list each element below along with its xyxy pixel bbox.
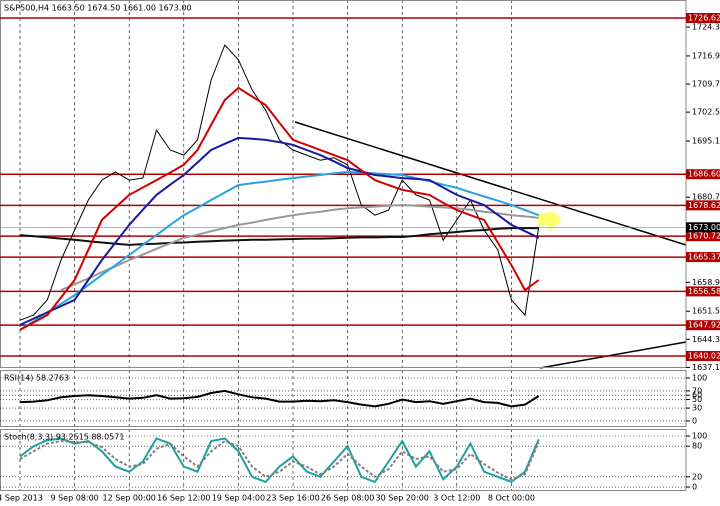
y-tick-label: 1644.30 — [692, 335, 720, 344]
y-tick-label: 1651.50 — [692, 307, 720, 316]
x-tick-label: 26 Sep 08:00 — [321, 494, 374, 503]
y-tick-label: 1702.50 — [692, 108, 720, 117]
panel-title: S&P500,H4 1663.50 1674.50 1661.00 1673.0… — [4, 4, 192, 13]
panel-title: Stoch(8,3,3) 93.2515 88.0571 — [4, 433, 124, 442]
y-tick-label: 50 — [692, 395, 702, 404]
x-tick-label: 23 Sep 16:00 — [266, 494, 319, 503]
panel-border — [0, 370, 687, 427]
x-tick-label: 12 Sep 00:00 — [102, 494, 155, 503]
y-tick-label: 1695.10 — [692, 137, 720, 146]
level-label: 1665.37 — [688, 253, 720, 262]
trend-line — [294, 121, 687, 246]
series-line — [19, 389, 540, 408]
y-tick-label: 0 — [692, 483, 697, 492]
y-tick-label: 30 — [692, 404, 702, 413]
x-tick-label: 3 Oct 12:00 — [433, 494, 480, 503]
panel-border — [0, 429, 687, 491]
series-line — [19, 44, 540, 321]
level-label-box — [686, 12, 720, 23]
y-tick-label: 1680.70 — [692, 193, 720, 202]
x-tick-label: 9 Sep 08:00 — [50, 494, 98, 503]
y-tick-label: 80 — [692, 442, 702, 451]
y-tick-label: 1709.70 — [692, 80, 720, 89]
y-tick-label: 0 — [692, 416, 697, 425]
x-tick-label: 4 Sep 2013 — [0, 494, 43, 503]
y-tick-label: 20 — [692, 472, 702, 481]
x-tick-label: 16 Sep 12:00 — [157, 494, 210, 503]
panel-border — [0, 0, 687, 368]
level-label-box — [686, 200, 720, 211]
y-tick-label: 100 — [692, 373, 707, 382]
y-tick-label: 1658.90 — [692, 278, 720, 287]
x-tick-label: 8 Oct 00:00 — [488, 494, 535, 503]
level-label: 1656.58 — [688, 287, 720, 296]
level-label-box — [686, 320, 720, 331]
y-tick-label: 70 — [692, 386, 702, 395]
level-label: 1686.60 — [688, 170, 720, 179]
series-line — [19, 86, 540, 331]
level-label-box — [686, 252, 720, 263]
last-price-label: 1673.00 — [688, 223, 720, 232]
series-line — [19, 227, 539, 246]
level-label: 1726.62 — [688, 13, 720, 22]
level-label: 1640.02 — [688, 352, 720, 361]
panel-title: RSI(14) 58.2763 — [4, 374, 69, 383]
series-line — [19, 437, 540, 484]
x-tick-label: 19 Sep 04:00 — [212, 494, 265, 503]
level-label-box — [686, 286, 720, 297]
y-tick-label: 1724.30 — [692, 23, 720, 32]
y-tick-label: 1637.10 — [692, 363, 720, 372]
y-tick-label: 1716.90 — [692, 51, 720, 60]
level-label: 1678.62 — [688, 201, 720, 210]
trend-line — [539, 341, 687, 369]
level-label-box — [686, 231, 720, 242]
arrow — [538, 207, 562, 232]
level-label: 1670.72 — [688, 232, 720, 241]
series-line — [19, 170, 540, 331]
level-label: 1647.92 — [688, 321, 720, 330]
level-label-box — [686, 351, 720, 362]
y-tick-label: 60 — [692, 391, 702, 400]
level-label-box — [686, 169, 720, 180]
x-tick-label: 30 Sep 20:00 — [375, 494, 428, 503]
y-tick-label: 100 — [692, 431, 707, 440]
series-line — [60, 203, 539, 292]
series-line — [19, 136, 540, 326]
last-price-box — [686, 222, 720, 233]
